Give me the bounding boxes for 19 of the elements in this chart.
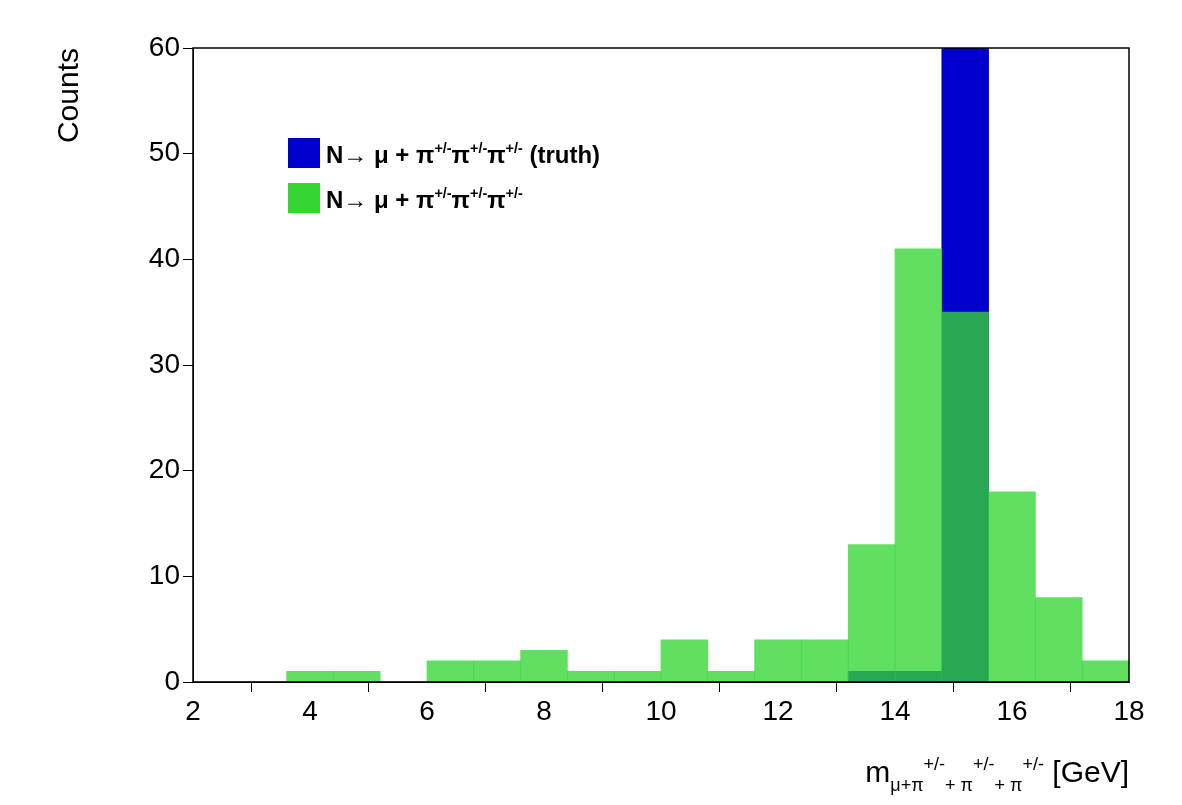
legend-label: N→ μ + π+/-π+/-π+/- (truth)	[326, 140, 601, 168]
x-tick-label: 2	[185, 694, 201, 726]
x-tick-label: 16	[996, 694, 1028, 726]
x-tick-label: 6	[419, 694, 435, 726]
y-tick-label: 60	[148, 30, 180, 62]
y-tick-label: 50	[148, 136, 180, 168]
x-tick-label: 8	[536, 694, 552, 726]
x-tick-label: 4	[302, 694, 318, 726]
y-tick-label: 20	[148, 453, 180, 485]
y-axis-title: Counts	[51, 47, 84, 144]
x-tick-label: 18	[1113, 694, 1145, 726]
y-tick-label: 10	[148, 559, 180, 591]
x-tick-label: 10	[645, 694, 677, 726]
y-tick-label: 0	[164, 664, 180, 696]
x-tick-label: 12	[762, 694, 794, 726]
y-tick-label: 30	[148, 347, 180, 379]
x-tick-label: 14	[879, 694, 911, 726]
legend-label: N→ μ + π+/-π+/-π+/-	[326, 185, 523, 213]
y-tick-label: 40	[148, 242, 180, 274]
